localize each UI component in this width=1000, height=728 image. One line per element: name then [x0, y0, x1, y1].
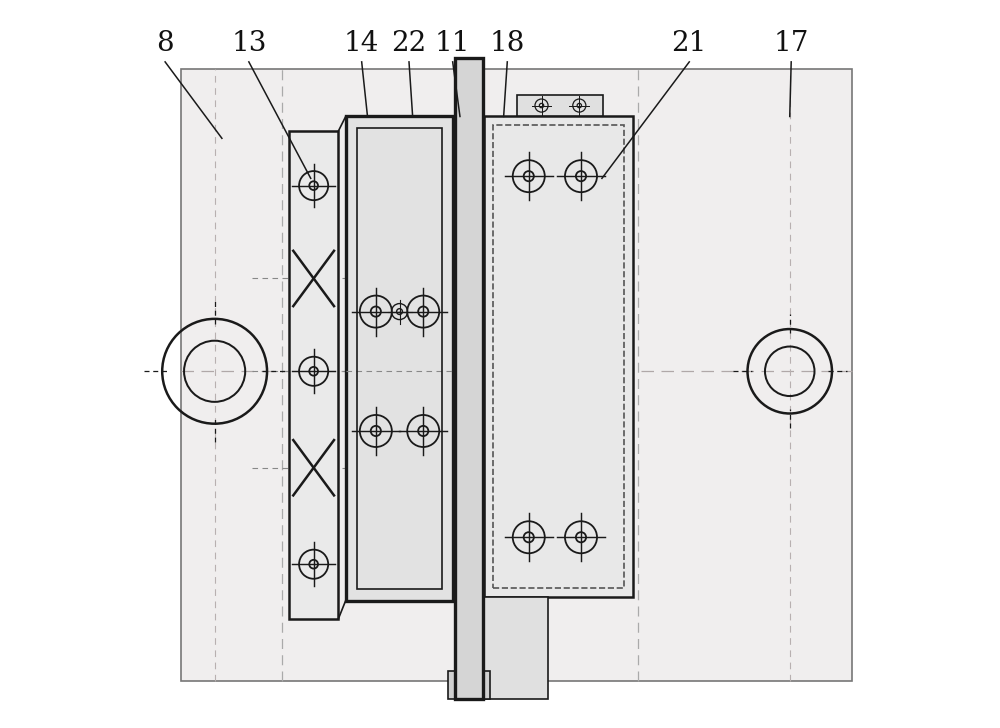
- Text: 18: 18: [490, 30, 525, 58]
- Bar: [493, 125, 624, 588]
- Bar: [484, 116, 633, 597]
- Text: 11: 11: [435, 30, 470, 58]
- Text: 17: 17: [773, 30, 809, 58]
- Text: 13: 13: [231, 30, 267, 58]
- Text: 22: 22: [391, 30, 427, 58]
- Bar: [289, 131, 338, 619]
- Bar: [357, 128, 442, 589]
- Text: 8: 8: [156, 30, 174, 58]
- Bar: [346, 116, 453, 601]
- Bar: [517, 95, 603, 116]
- Bar: [181, 69, 852, 681]
- Bar: [455, 58, 483, 699]
- Bar: [483, 597, 548, 699]
- Text: 21: 21: [672, 30, 707, 58]
- Text: 14: 14: [344, 30, 379, 58]
- Bar: [448, 671, 490, 699]
